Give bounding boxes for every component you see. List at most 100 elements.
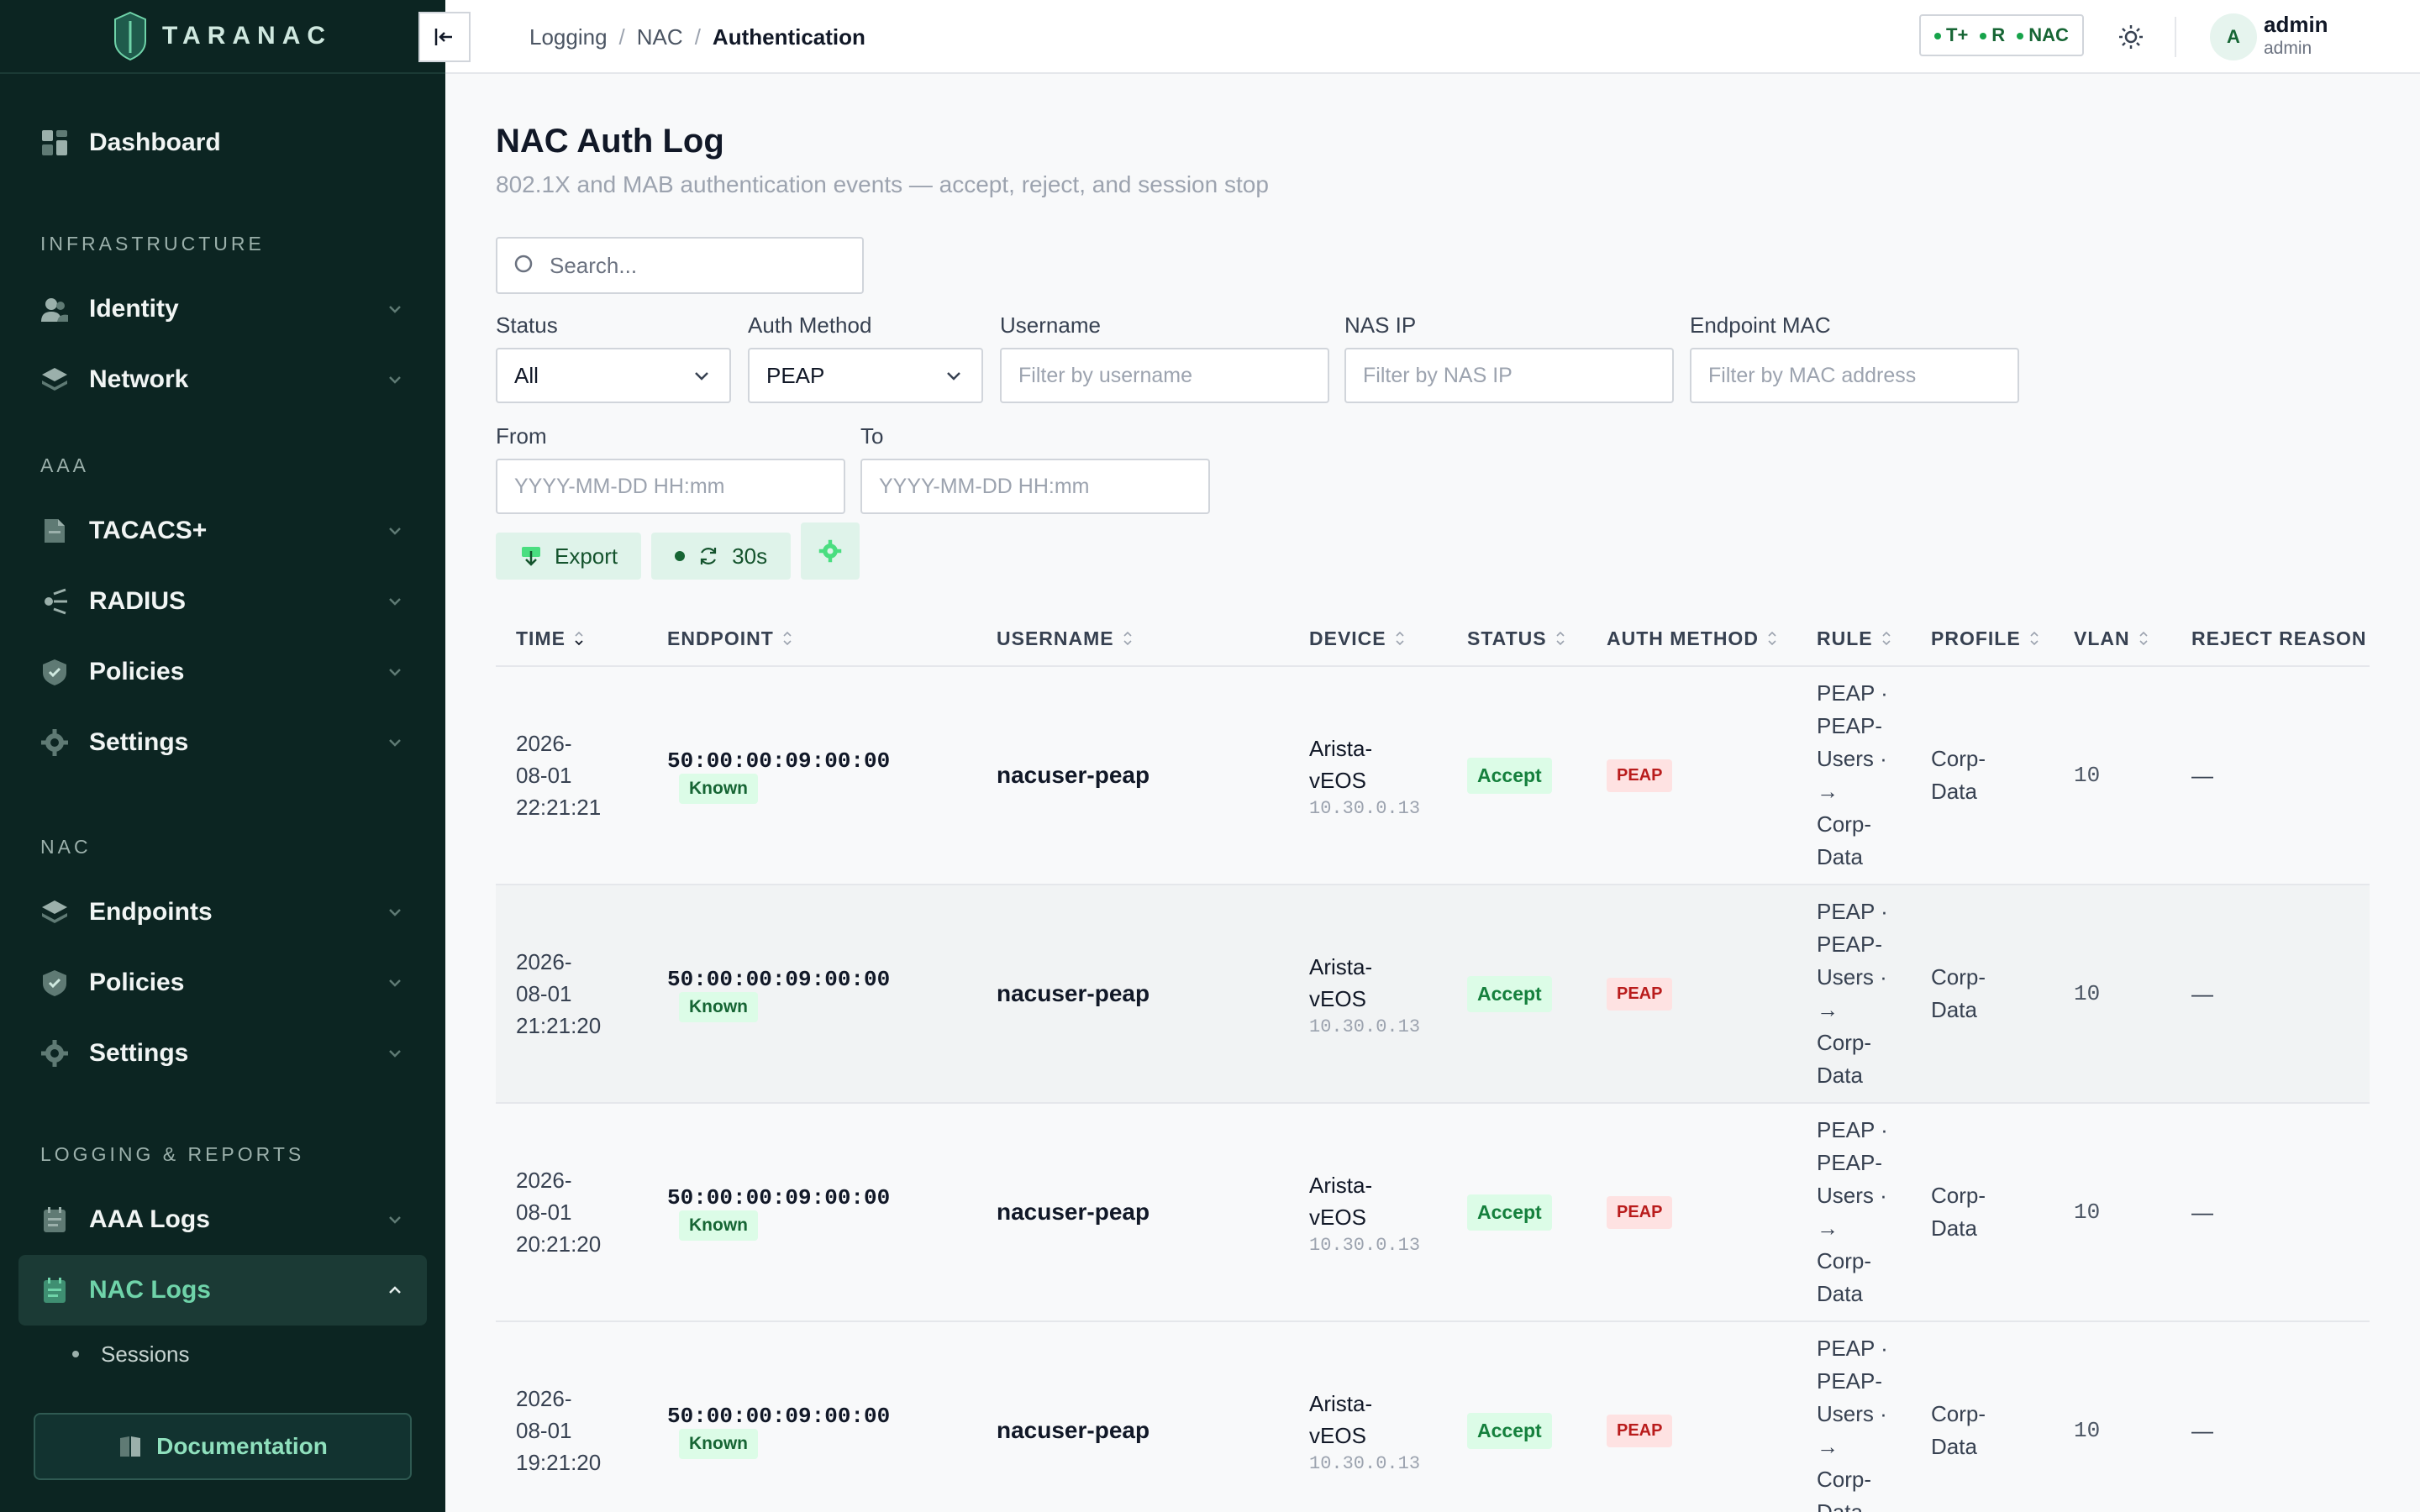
rule-line: → [1817, 1434, 1839, 1459]
endpoint-mac[interactable]: 50:00:00:09:00:00 [667, 967, 891, 992]
column-header-profile[interactable]: PROFILE [1911, 627, 2054, 650]
column-header-status[interactable]: STATUS [1447, 627, 1586, 650]
column-header-label: ENDPOINT [667, 627, 774, 649]
time-line: 08-01 [516, 1200, 572, 1225]
sidebar: TARANAC Dashboard INFRASTRUCTURE Identit… [0, 0, 445, 1512]
theme-toggle-button[interactable] [2112, 18, 2149, 55]
column-header-time[interactable]: TIME [496, 627, 647, 650]
column-header-endpoint[interactable]: ENDPOINT [647, 627, 976, 650]
sidebar-item-nac-logs[interactable]: NAC Logs [18, 1255, 427, 1326]
sidebar-item-dashboard[interactable]: Dashboard [18, 108, 427, 178]
to-filter-label: To [860, 423, 884, 449]
rule-line: PEAP · [1817, 1117, 1888, 1142]
sidebar-item-nac-settings[interactable]: Settings [18, 1018, 427, 1089]
column-header-label: RULE [1817, 627, 1873, 649]
documentation-button[interactable]: Documentation [34, 1413, 412, 1480]
status-dot-icon [1980, 33, 1987, 40]
status-select[interactable]: All [496, 348, 731, 403]
cell-rule: PEAP · PEAP- Users · → Corp- Data [1797, 1114, 1911, 1310]
column-header-vlan[interactable]: VLAN [2054, 627, 2171, 650]
main-content: NAC Auth Log 802.1X and MAB authenticati… [445, 74, 2420, 1512]
device-ip: 10.30.0.13 [1309, 1016, 1421, 1037]
profile-line: Data [1931, 1215, 1977, 1241]
cell-vlan: 10 [2074, 763, 2101, 788]
sidebar-item-radius[interactable]: RADIUS [18, 566, 427, 637]
rule-line: → [1817, 779, 1839, 804]
nas-ip-filter-box [1344, 348, 1674, 403]
column-header-device[interactable]: DEVICE [1289, 627, 1447, 650]
sidebar-item-label: Settings [89, 728, 189, 756]
layers-icon [40, 365, 69, 394]
column-header-username[interactable]: USERNAME [976, 627, 1289, 650]
sidebar-item-network[interactable]: Network [18, 344, 427, 415]
from-date-box [496, 459, 845, 514]
sidebar-item-aaa-policies[interactable]: Policies [18, 637, 427, 707]
username-filter-input[interactable] [1018, 363, 1311, 388]
rule-line: PEAP- [1817, 932, 1883, 957]
to-date-box [860, 459, 1210, 514]
column-header-label: PROFILE [1931, 627, 2021, 649]
device-ip: 10.30.0.13 [1309, 797, 1421, 819]
sidebar-item-aaa-settings[interactable]: Settings [18, 707, 427, 778]
from-date-input[interactable] [514, 474, 827, 499]
auth-method-select[interactable]: PEAP [748, 348, 983, 403]
breadcrumb-logging[interactable]: Logging [529, 24, 608, 50]
topbar: Logging / NAC / Authentication T+ R NAC … [418, 0, 2420, 74]
sidebar-item-label: Identity [89, 295, 179, 323]
status-badge: Accept [1467, 975, 1552, 1012]
endpoint-mac[interactable]: 50:00:00:09:00:00 [667, 1185, 891, 1210]
cell-profile: Corp- Data [1911, 1179, 2054, 1245]
cell-profile: Corp- Data [1911, 1398, 2054, 1463]
sidebar-item-endpoints[interactable]: Endpoints [18, 877, 427, 948]
sidebar-item-aaa-logs[interactable]: AAA Logs [18, 1184, 427, 1255]
shield-check-icon [40, 969, 69, 997]
export-button[interactable]: Export [496, 533, 642, 580]
sidebar-item-label: Settings [89, 1039, 189, 1067]
rule-line: Users · [1817, 1401, 1887, 1426]
nas-ip-filter-input[interactable] [1363, 363, 1655, 388]
cell-time: 2026- 08-01 20:21:20 [496, 1164, 647, 1260]
column-header-label: VLAN [2074, 627, 2130, 649]
breadcrumb-nac[interactable]: NAC [636, 24, 683, 50]
endpoint-mac[interactable]: 50:00:00:09:00:00 [667, 748, 891, 774]
time-line: 08-01 [516, 763, 572, 788]
protocol-status-badge[interactable]: T+ R NAC [1919, 14, 2084, 56]
table-row[interactable]: 2026- 08-01 20:21:20 50:00:00:09:00:00Know… [496, 1104, 2370, 1322]
to-date-input[interactable] [879, 474, 1192, 499]
sidebar-item-identity[interactable]: Identity [18, 274, 427, 344]
rule-line: Corp- [1817, 811, 1872, 837]
toolbar: Export 30s [496, 522, 860, 580]
sidebar-item-tacacs[interactable]: TACACS+ [18, 496, 427, 566]
status-dot-icon [1934, 33, 1941, 40]
sidebar-item-nac-policies[interactable]: Policies [18, 948, 427, 1018]
rule-line: Users · [1817, 746, 1887, 771]
endpoint-mac[interactable]: 50:00:00:09:00:00 [667, 1404, 891, 1429]
sidebar-subitem-sessions[interactable]: Sessions [18, 1331, 427, 1378]
time-line: 08-01 [516, 1418, 572, 1443]
sidebar-subitem-label: Sessions [101, 1341, 190, 1367]
user-name[interactable]: admin [2264, 12, 2328, 37]
cell-endpoint: 50:00:00:09:00:00Known [647, 747, 976, 804]
sort-desc-icon [575, 631, 583, 646]
protocol-radius: R [1980, 24, 2005, 46]
auto-refresh-button[interactable]: 30s [651, 533, 792, 580]
table-row[interactable]: 2026- 08-01 22:21:21 50:00:00:09:00:00Know… [496, 667, 2370, 885]
section-nac: NAC [40, 835, 92, 858]
time-line: 2026- [516, 949, 572, 974]
collapse-sidebar-button[interactable] [418, 12, 471, 62]
sidebar-item-label: Endpoints [89, 898, 213, 926]
search-input[interactable] [550, 252, 845, 279]
device-name-line: vEOS [1309, 1422, 1366, 1448]
table-row[interactable]: 2026- 08-01 21:21:20 50:00:00:09:00:00Know… [496, 885, 2370, 1104]
sidebar-item-label: Dashboard [89, 129, 221, 156]
column-settings-button[interactable] [801, 522, 860, 580]
auth-log-table: TIME ENDPOINT USERNAME DEVICE STATUS AUT… [496, 612, 2370, 1512]
sidebar-item-label: AAA Logs [89, 1205, 210, 1233]
column-header-auth-method[interactable]: AUTH METHOD [1586, 627, 1797, 650]
cell-endpoint: 50:00:00:09:00:00Known [647, 1402, 976, 1459]
table-row[interactable]: 2026- 08-01 19:21:20 50:00:00:09:00:00Know… [496, 1322, 2370, 1512]
avatar[interactable]: A [2210, 13, 2257, 60]
brand[interactable]: TARANAC [0, 0, 445, 74]
column-header-rule[interactable]: RULE [1797, 627, 1911, 650]
endpoint-mac-filter-input[interactable] [1708, 363, 2001, 388]
